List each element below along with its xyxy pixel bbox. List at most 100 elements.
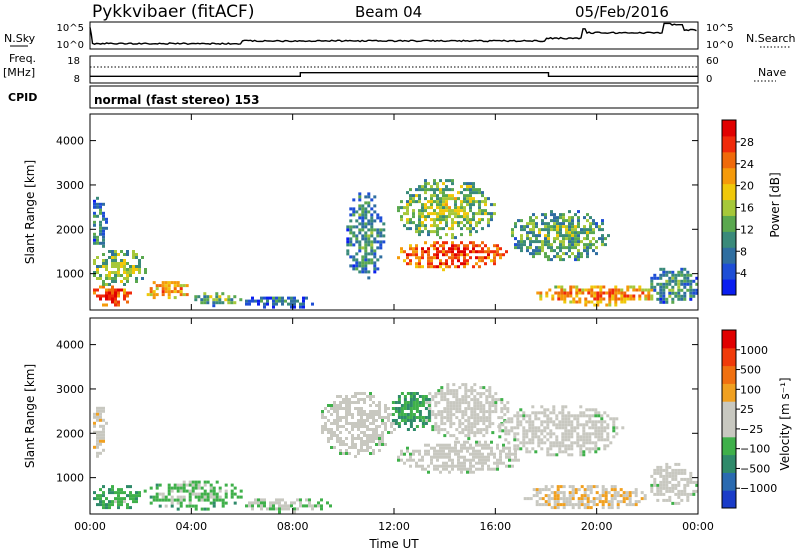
heat-cell <box>418 401 422 404</box>
noise-left-tick-top: 10^5 <box>57 23 84 34</box>
heat-cell <box>513 444 517 448</box>
heat-cell <box>364 249 368 253</box>
heat-cell <box>251 299 254 303</box>
heat-cell <box>442 244 445 248</box>
heat-cell <box>593 285 597 289</box>
heat-cell <box>391 413 395 416</box>
heat-cell <box>656 483 660 487</box>
heat-cell <box>409 407 413 410</box>
heat-cell <box>357 407 360 410</box>
heat-cell <box>466 470 469 474</box>
heat-cell <box>443 392 447 396</box>
heat-cell <box>454 206 457 210</box>
heat-cell <box>446 398 450 402</box>
heat-cell <box>494 401 498 405</box>
heat-cell <box>439 218 442 222</box>
heat-cell <box>569 291 573 295</box>
heat-cell <box>102 238 105 242</box>
heat-cell <box>99 418 102 422</box>
heat-cell <box>588 438 592 442</box>
heat-cell <box>114 303 117 307</box>
heat-cell <box>544 213 547 217</box>
heat-cell <box>650 285 654 289</box>
heat-cell <box>544 488 548 492</box>
heat-cell <box>576 441 580 445</box>
heat-cell <box>467 395 471 399</box>
heat-cell <box>519 423 523 427</box>
heat-cell <box>556 252 559 256</box>
heat-cell <box>549 453 553 457</box>
heat-cell <box>203 292 207 296</box>
heat-cell <box>203 495 207 499</box>
x-tick-label: 00:00 <box>74 520 106 533</box>
heat-cell <box>445 241 448 245</box>
heat-cell <box>482 422 486 426</box>
heat-cell <box>594 426 598 430</box>
heat-cell <box>415 416 419 419</box>
heat-cell <box>564 405 568 409</box>
heat-cell <box>493 262 496 266</box>
heat-cell <box>263 501 266 505</box>
heat-cell <box>604 497 608 501</box>
heat-cell <box>481 194 484 198</box>
heat-cell <box>668 288 672 292</box>
heat-cell <box>487 224 490 228</box>
heat-cell <box>647 294 651 298</box>
heat-cell <box>481 241 484 245</box>
heat-cell <box>683 267 687 271</box>
heat-cell <box>452 389 456 393</box>
heat-cell <box>206 295 210 299</box>
heat-cell <box>200 495 204 499</box>
heat-cell <box>382 228 386 232</box>
heat-cell <box>445 224 448 228</box>
heat-cell <box>430 188 433 192</box>
heat-cell <box>126 485 129 489</box>
heat-cell <box>594 420 598 424</box>
heat-cell <box>547 255 550 259</box>
heat-cell <box>550 258 553 262</box>
heat-cell <box>478 256 481 260</box>
heat-cell <box>449 392 453 396</box>
heat-cell <box>158 483 162 487</box>
heat-cell <box>494 410 498 414</box>
heat-cell <box>610 497 614 501</box>
heat-cell <box>348 431 351 434</box>
heat-cell <box>149 501 153 505</box>
heat-cell <box>517 219 520 223</box>
heat-cell <box>562 213 565 217</box>
heat-cell <box>615 426 619 430</box>
heat-cell <box>129 494 132 498</box>
heat-cell <box>665 489 669 493</box>
heat-cell <box>436 233 439 237</box>
heat-cell <box>200 298 204 302</box>
heat-cell <box>532 219 535 223</box>
heat-cell <box>206 495 210 499</box>
heat-cell <box>308 498 311 502</box>
heat-cell <box>451 241 454 245</box>
heat-cell <box>466 244 469 248</box>
heat-cell <box>403 461 406 465</box>
heat-cell <box>102 226 105 230</box>
heat-cell <box>567 414 571 418</box>
heat-cell <box>467 437 471 441</box>
heat-cell <box>369 434 372 437</box>
heat-cell <box>463 265 466 269</box>
heat-cell <box>427 200 430 204</box>
heat-cell <box>476 407 480 411</box>
heat-cell <box>580 485 584 489</box>
heat-cell <box>638 285 642 289</box>
heat-cell <box>287 296 290 300</box>
heat-cell <box>412 212 415 216</box>
heat-cell <box>529 219 532 223</box>
heat-cell <box>197 486 201 490</box>
heat-cell <box>571 494 575 498</box>
heat-cell <box>457 464 460 468</box>
heat-cell <box>601 506 605 510</box>
heat-cell <box>454 446 457 450</box>
heat-cell <box>105 262 108 265</box>
heat-cell <box>662 474 666 478</box>
heat-cell <box>358 264 362 268</box>
heat-cell <box>126 253 129 256</box>
heat-cell <box>595 491 599 495</box>
heat-cell <box>504 432 508 436</box>
